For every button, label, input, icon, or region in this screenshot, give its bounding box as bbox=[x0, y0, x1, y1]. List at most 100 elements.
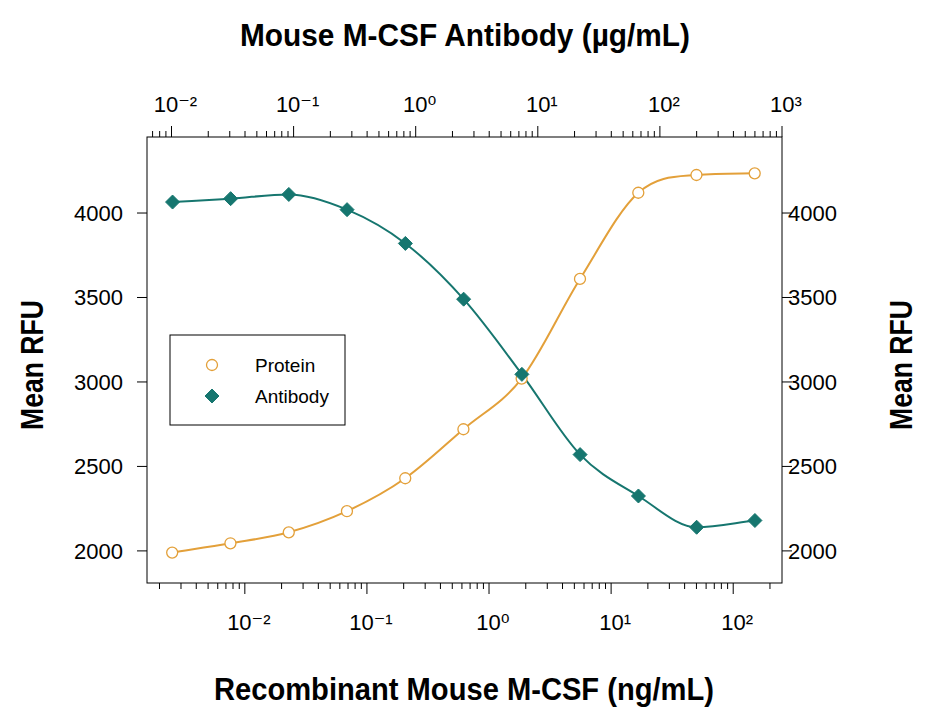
minor-tick bbox=[452, 131, 453, 137]
minor-tick bbox=[727, 583, 728, 589]
minor-tick bbox=[477, 583, 478, 589]
minor-tick bbox=[396, 131, 397, 137]
x-tick bbox=[366, 583, 367, 594]
minor-tick bbox=[348, 583, 349, 589]
minor-tick bbox=[378, 131, 379, 137]
y-tick-label: 4000 bbox=[74, 201, 123, 226]
data-point bbox=[749, 168, 760, 179]
minor-tick bbox=[208, 131, 209, 137]
minor-tick bbox=[584, 583, 585, 589]
y2-tick-label: 4000 bbox=[788, 201, 837, 226]
data-point bbox=[166, 195, 180, 209]
x2-tick-label: 10¹ bbox=[526, 92, 558, 117]
axis-title: Mean RFU bbox=[884, 300, 919, 430]
data-point bbox=[283, 527, 294, 538]
minor-tick bbox=[596, 131, 597, 137]
legend-label: Antibody bbox=[255, 386, 329, 407]
minor-tick bbox=[592, 583, 593, 589]
minor-tick bbox=[648, 131, 649, 137]
data-point bbox=[690, 520, 704, 534]
x2-tick bbox=[782, 126, 783, 137]
minor-tick bbox=[754, 131, 755, 137]
minor-tick bbox=[355, 583, 356, 589]
minor-tick bbox=[274, 131, 275, 137]
minor-tick bbox=[403, 583, 404, 589]
data-point bbox=[400, 473, 411, 484]
y-tick-label: 3000 bbox=[74, 370, 123, 395]
data-point bbox=[340, 203, 354, 217]
fit-curve bbox=[173, 194, 755, 527]
data-point bbox=[282, 187, 296, 201]
minor-tick bbox=[361, 583, 362, 589]
axis-title: Recombinant Mouse M-CSF (ng/mL) bbox=[214, 672, 714, 707]
minor-tick bbox=[281, 583, 282, 589]
x-tick-label: 10⁰ bbox=[476, 610, 509, 635]
minor-tick bbox=[623, 131, 624, 137]
data-point bbox=[341, 506, 352, 517]
minor-tick bbox=[483, 583, 484, 589]
minor-tick bbox=[403, 131, 404, 137]
minor-tick bbox=[525, 131, 526, 137]
data-point bbox=[631, 489, 645, 503]
minor-tick bbox=[229, 131, 230, 137]
minor-tick bbox=[632, 131, 633, 137]
x-tick-label: 10⁻¹ bbox=[349, 610, 392, 635]
minor-tick bbox=[684, 583, 685, 589]
x2-tick bbox=[293, 126, 294, 137]
minor-tick bbox=[532, 131, 533, 137]
data-point bbox=[515, 367, 529, 381]
data-point bbox=[574, 273, 585, 284]
minor-tick bbox=[410, 131, 411, 137]
minor-tick bbox=[330, 131, 331, 137]
minor-tick bbox=[721, 583, 722, 589]
minor-tick bbox=[367, 131, 368, 137]
minor-tick bbox=[440, 583, 441, 589]
minor-tick bbox=[574, 131, 575, 137]
minor-tick bbox=[669, 583, 670, 589]
x2-tick bbox=[171, 126, 172, 137]
minor-tick bbox=[611, 131, 612, 137]
x2-tick-label: 10⁰ bbox=[403, 92, 436, 117]
minor-tick bbox=[706, 583, 707, 589]
plot-frame bbox=[147, 137, 782, 583]
minor-tick bbox=[489, 131, 490, 137]
minor-tick bbox=[461, 583, 462, 589]
minor-tick bbox=[425, 583, 426, 589]
minor-tick bbox=[351, 131, 352, 137]
y-tick bbox=[137, 550, 147, 551]
minor-tick bbox=[180, 583, 181, 589]
minor-tick bbox=[233, 583, 234, 589]
minor-tick bbox=[470, 583, 471, 589]
x-tick bbox=[611, 583, 612, 594]
y-tick-label: 2500 bbox=[74, 454, 123, 479]
data-point bbox=[457, 292, 471, 306]
minor-tick bbox=[770, 131, 771, 137]
data-point bbox=[224, 192, 238, 206]
minor-tick bbox=[330, 583, 331, 589]
minor-tick bbox=[225, 583, 226, 589]
minor-tick bbox=[388, 131, 389, 137]
y-tick bbox=[137, 381, 147, 382]
minor-tick bbox=[518, 131, 519, 137]
axis-title: Mean RFU bbox=[15, 300, 50, 430]
minor-tick bbox=[654, 131, 655, 137]
y-tick bbox=[137, 297, 147, 298]
legend-label: Protein bbox=[255, 355, 315, 376]
minor-tick bbox=[501, 131, 502, 137]
minor-tick bbox=[281, 131, 282, 137]
minor-tick bbox=[714, 583, 715, 589]
chart: 10⁻²10⁻¹10⁰10¹10²10⁻²10⁻¹10⁰10¹10²10³200… bbox=[0, 0, 927, 717]
minor-tick bbox=[763, 131, 764, 137]
minor-tick bbox=[303, 583, 304, 589]
minor-tick bbox=[452, 583, 453, 589]
x-tick bbox=[489, 583, 490, 594]
data-point bbox=[167, 547, 178, 558]
x2-tick-label: 10² bbox=[648, 92, 680, 117]
x2-tick bbox=[537, 126, 538, 137]
legend-marker bbox=[207, 360, 218, 371]
data-point bbox=[398, 236, 412, 250]
minor-tick bbox=[647, 583, 648, 589]
minor-tick bbox=[256, 131, 257, 137]
y-tick bbox=[137, 213, 147, 214]
minor-tick bbox=[152, 131, 153, 137]
